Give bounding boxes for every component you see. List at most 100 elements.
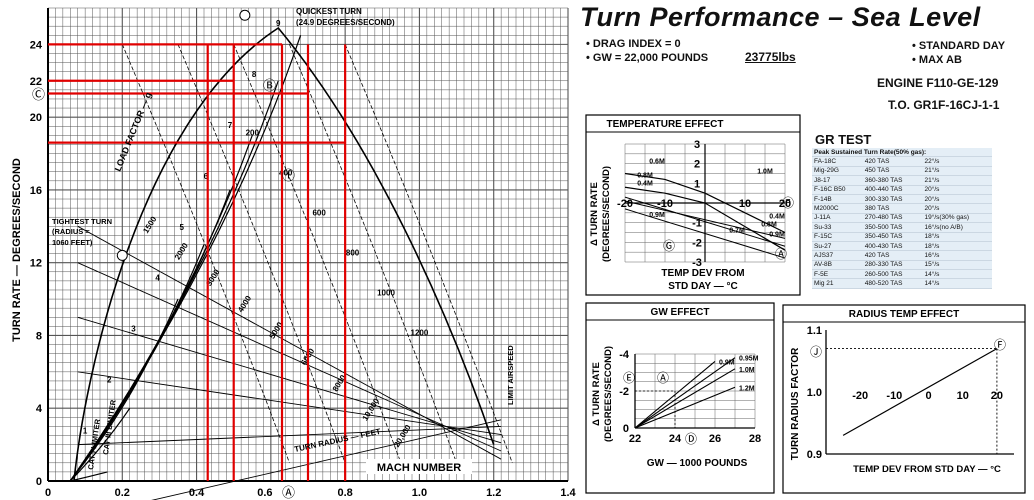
condition-std-day: • STANDARD DAY — [912, 40, 1006, 52]
x-tick-label: 1.0 — [412, 487, 427, 499]
y-tick-label: 16 — [30, 185, 42, 197]
temp-ylabel-1: Δ TURN RATE — [589, 182, 600, 246]
rate-cell: 22°/s — [922, 156, 992, 167]
gw-grid: 22 24 26 28 0 -2 -4 — [619, 349, 761, 445]
gw-series-label: 1.2M — [739, 385, 755, 392]
x-axis-label: MACH NUMBER — [377, 462, 461, 474]
radius-line — [77, 371, 502, 436]
altitude-tick: 1000 — [377, 288, 395, 297]
temp-series-label: 0.4M — [769, 214, 785, 221]
marker-i: Ⓘ — [282, 168, 295, 183]
radius-curves — [826, 348, 998, 454]
red-highlight-lines — [48, 43, 347, 481]
marker-c: Ⓒ — [32, 87, 45, 102]
gw-x-tick: 28 — [749, 433, 761, 445]
x-tick-label: 1.4 — [560, 487, 576, 499]
temp-x-tick: -20 — [617, 198, 633, 210]
tightest-turn-label: TIGHTEST TURN — [52, 217, 112, 226]
gw-y-tick: -4 — [619, 349, 630, 361]
aircraft-cell: Su-33 — [812, 222, 863, 233]
aircraft-cell: J8-17 — [812, 175, 863, 186]
rate-cell: 21°/s — [922, 175, 992, 186]
radius-tick: 1500 — [141, 215, 158, 235]
gr-test-row: J-11A 270-480 TAS 19°/s(30% gas) — [812, 213, 992, 224]
aircraft-cell: F-15C — [812, 232, 863, 242]
load-factor-tick: 9 — [276, 19, 281, 28]
temp-x-tick: 10 — [739, 198, 751, 210]
rate-cell: 20°/s — [922, 203, 992, 214]
x-tick-label: 0.6 — [257, 487, 272, 499]
speed-cell: 420 TAS — [862, 250, 923, 261]
gw-xlabel: GW — 1000 POUNDS — [647, 458, 748, 469]
load-factor-tick: 4 — [155, 274, 160, 283]
rate-cell: 16°/s — [922, 250, 992, 261]
condition-drag: • DRAG INDEX = 0 — [586, 38, 681, 50]
aircraft-cell: AJS37 — [812, 250, 863, 261]
speed-cell: 420 TAS — [862, 156, 923, 167]
speed-cell: 480-520 TAS — [862, 278, 923, 289]
temp-marker-g: Ⓖ — [663, 239, 675, 253]
y-axis-label: TURN RATE — DEGREES/SECOND — [11, 158, 23, 342]
y-tick-label: 20 — [30, 112, 42, 124]
tightest-turn-line3: 1060 FEET) — [52, 238, 93, 247]
aircraft-cell: M2000C — [812, 203, 863, 214]
gw-series-label: 0.95M — [739, 356, 759, 363]
aircraft-cell: J-11A — [812, 213, 863, 224]
aircraft-cell: Mig 21 — [812, 278, 863, 289]
load-factor-tick: 3 — [131, 325, 136, 334]
gr-test-row: F-16C B50 400-440 TAS 20°/s — [812, 185, 992, 195]
altitude-curve — [344, 44, 513, 463]
temp-series-line — [624, 208, 786, 259]
altitude-curve — [289, 44, 457, 463]
radius-line — [77, 262, 502, 452]
altitude-curve — [177, 44, 346, 463]
gw-x-tick: 24 — [669, 433, 682, 445]
temp-series-label: 0.8M — [637, 172, 653, 179]
temp-xlabel-2: STD DAY — °C — [668, 281, 738, 292]
gw-x-tick: 22 — [629, 433, 641, 445]
y-tick-label: 24 — [30, 39, 43, 51]
aircraft-cell: Su-27 — [812, 241, 863, 252]
speed-cell: 450 TAS — [862, 166, 923, 177]
gw-x-tick: 26 — [709, 433, 721, 445]
temp-ylabel-2: (DEGREES/SECOND) — [601, 166, 612, 262]
radius-ylabel: TURN RADIUS FACTOR — [790, 347, 801, 460]
temp-y-tick: -3 — [692, 257, 702, 269]
x-tick-label: 0.8 — [337, 487, 352, 499]
radius-x-tick: 10 — [957, 390, 969, 402]
gr-test-row: F-5E 260-500 TAS 14°/s — [812, 269, 992, 280]
radius-grid: -20 -10 0 10 20 1.1 1.0 0.9 — [807, 325, 1014, 461]
gw-ylabel-1: Δ TURN RATE — [591, 362, 602, 426]
y-tick-label: 4 — [36, 403, 43, 415]
temp-series-label: 0.9M — [769, 231, 785, 238]
gw-marker-a: Ⓐ — [657, 371, 669, 385]
gw-effect-title: GW EFFECT — [651, 307, 710, 318]
load-factor-tick: 7 — [228, 121, 233, 130]
speed-cell: 270-480 TAS — [862, 213, 923, 224]
radius-line — [77, 425, 502, 446]
aircraft-cell: F-16C B50 — [812, 185, 863, 195]
gr-test-row: Su-33 350-500 TAS 16°/s(no A/B) — [812, 222, 992, 233]
gw-series-line — [634, 386, 736, 429]
temp-series-label: 0.9M — [649, 212, 665, 219]
radius-x-tick: 20 — [991, 390, 1003, 402]
temp-series-line — [624, 172, 786, 234]
rate-cell: 14°/s — [922, 269, 992, 280]
tightest-turn-line2: (RADIUS = — [52, 227, 90, 236]
rate-cell: 21°/s — [922, 166, 992, 177]
condition-gw: • GW = 22,000 POUNDS — [586, 52, 709, 64]
altitude-tick: 600 — [312, 208, 326, 217]
gr-test-table: Peak Sustained Turn Rate(50% gas): FA-18… — [812, 148, 992, 289]
quickest-turn-marker — [239, 9, 251, 21]
gw-y-tick: 0 — [623, 423, 629, 435]
aircraft-cell: F-5E — [812, 269, 863, 280]
speed-cell: 350-450 TAS — [862, 232, 923, 242]
rate-cell: 15°/s — [922, 260, 992, 271]
radius-tick: 4000 — [236, 294, 253, 314]
envelope-curve — [73, 26, 495, 482]
rate-cell: 20°/s — [922, 185, 992, 195]
x-tick-label: 1.2 — [486, 487, 501, 499]
temp-y-tick: 1 — [694, 178, 700, 190]
radius-marker-j: Ⓙ — [810, 345, 822, 359]
